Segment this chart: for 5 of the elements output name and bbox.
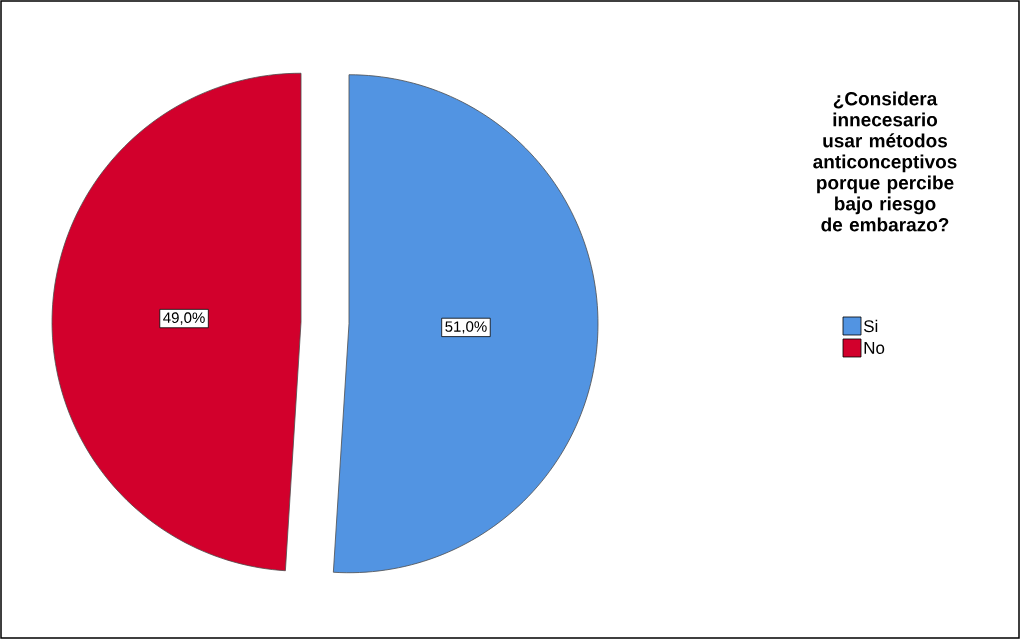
legend-label: Si bbox=[863, 319, 878, 333]
data-label: 51,0% bbox=[445, 321, 487, 334]
legend-title: ¿Considera innecesario usar métodos anticonceptivos porque percibe bajo riesgo de embarazo? bbox=[813, 91, 957, 232]
data-label: 49,0% bbox=[163, 312, 205, 325]
legend-label: No bbox=[864, 342, 885, 354]
